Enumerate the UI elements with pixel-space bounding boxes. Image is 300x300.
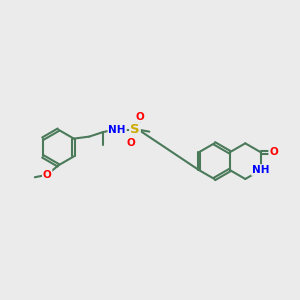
Text: NH: NH bbox=[108, 125, 126, 135]
Text: O: O bbox=[269, 147, 278, 157]
Text: NH: NH bbox=[252, 165, 269, 175]
Text: S: S bbox=[130, 123, 140, 136]
Text: O: O bbox=[126, 138, 135, 148]
Text: O: O bbox=[43, 170, 52, 180]
Text: O: O bbox=[135, 112, 144, 122]
